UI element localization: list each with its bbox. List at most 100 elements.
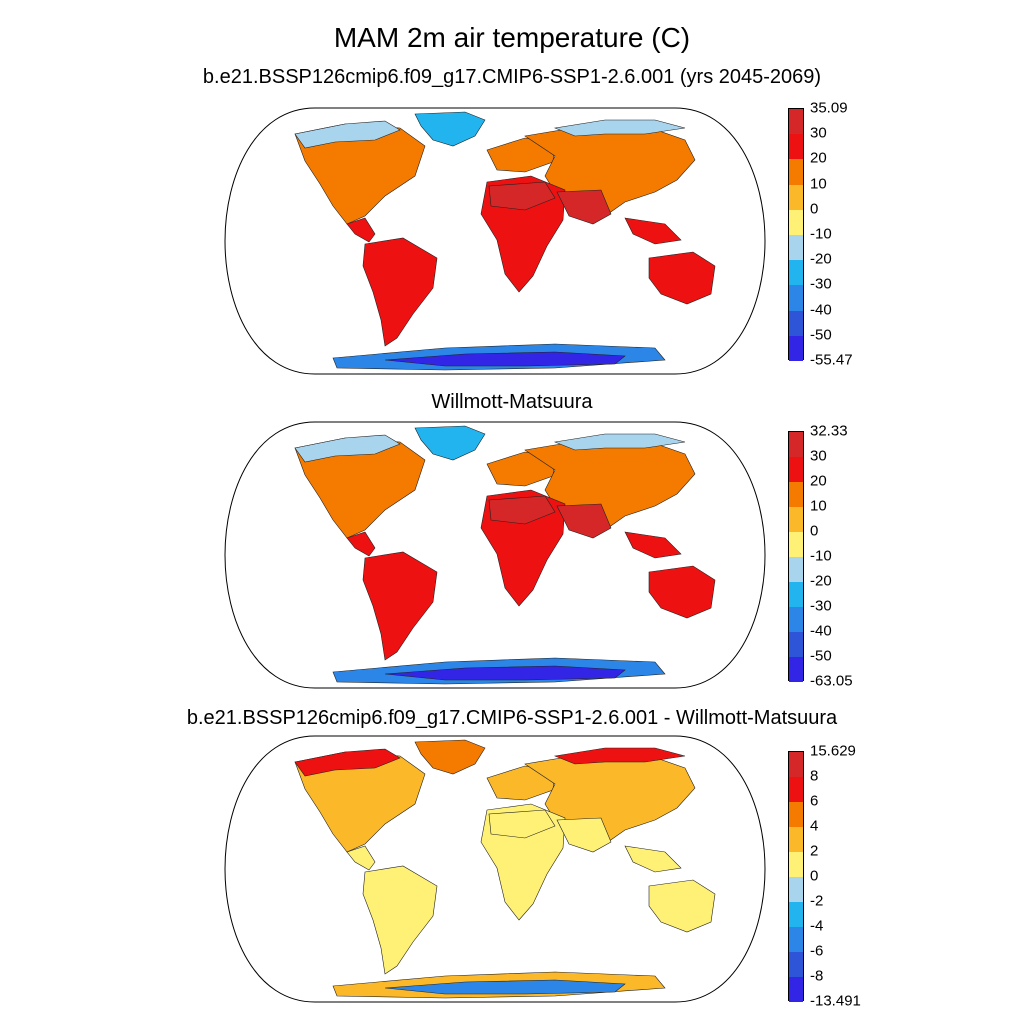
alaska-arctic-region	[294, 120, 401, 149]
colorbar-tick-label: -50	[810, 647, 832, 665]
central-america-region	[346, 217, 376, 243]
arabia-india-region	[556, 817, 612, 853]
colorbar-tick-label: -50	[810, 326, 832, 344]
maritime-asia-region	[624, 845, 682, 873]
maritime-asia-region	[624, 217, 682, 245]
arabia-india-region	[556, 503, 612, 539]
colorbar-swatch	[789, 285, 803, 311]
colorbar-swatch	[789, 482, 803, 507]
colorbar-swatch	[789, 927, 803, 952]
siberia-arctic-region	[553, 119, 686, 137]
colorbar-tick-label: -4	[810, 917, 824, 935]
colorbar-tick-label: -40	[810, 622, 832, 640]
colorbar-tick-label: -30	[810, 275, 832, 293]
colorbar-tick-label: -30	[810, 597, 832, 615]
alaska-arctic-region	[294, 748, 401, 777]
australia-region	[648, 565, 716, 619]
colorbar-tick-label: 2	[810, 842, 819, 860]
greenland-region	[414, 425, 486, 461]
colorbar-tick-label: -10	[810, 225, 832, 243]
colorbar-swatch	[789, 310, 803, 336]
siberia-arctic-region	[553, 747, 686, 765]
colorbar-swatch	[789, 877, 803, 902]
australia-region	[648, 879, 716, 933]
sahara-region	[488, 181, 556, 211]
colorbar-swatch	[789, 432, 803, 457]
panel-3-colorbar: 15.629 8 6 4 2 0 -2 -4 -6 -8 -13.491	[788, 743, 868, 1010]
colorbar-tick-label: -63.05	[810, 672, 853, 690]
central-america-region	[346, 531, 376, 557]
colorbar-swatches	[788, 751, 804, 1002]
colorbar-tick-label: -2	[810, 892, 824, 910]
panel-3-title: b.e21.BSSP126cmip6.f09_g17.CMIP6-SSP1-2.…	[186, 707, 838, 729]
colorbar-tick-label: -8	[810, 967, 824, 985]
colorbar-tick-label: 10	[810, 175, 827, 193]
colorbar-tick-label: 15.629	[810, 742, 856, 760]
sahara-region	[488, 495, 556, 525]
colorbar-swatch	[789, 582, 803, 607]
colorbar-swatch	[789, 532, 803, 557]
colorbar-swatch	[789, 752, 803, 777]
antarctica-core-region	[384, 979, 626, 995]
sahara-region	[488, 809, 556, 839]
colorbar-tick-label: 0	[810, 867, 819, 885]
colorbar-swatch	[789, 260, 803, 286]
colorbar-swatch	[789, 159, 803, 185]
colorbar-tick-label: 20	[810, 472, 827, 490]
colorbar-swatch	[789, 657, 803, 682]
colorbar-swatch	[789, 607, 803, 632]
alaska-arctic-region	[294, 434, 401, 463]
colorbar-swatch	[789, 777, 803, 802]
australia-region	[648, 251, 716, 305]
colorbar-tick-label: 0	[810, 522, 819, 540]
colorbar-swatches	[788, 108, 804, 361]
siberia-arctic-region	[553, 433, 686, 451]
colorbar-swatch	[789, 802, 803, 827]
arabia-india-region	[556, 189, 612, 225]
colorbar-swatch	[789, 827, 803, 852]
colorbar-tick-label: 8	[810, 767, 819, 785]
colorbar-swatch	[789, 902, 803, 927]
colorbar-swatch	[789, 184, 803, 210]
colorbar-swatch	[789, 632, 803, 657]
colorbar-tick-label: -6	[810, 942, 824, 960]
antarctica-core-region	[384, 351, 626, 367]
colorbar-tick-label: 30	[810, 447, 827, 465]
colorbar-swatch	[789, 557, 803, 582]
central-america-region	[346, 845, 376, 871]
colorbar-swatch	[789, 209, 803, 235]
maritime-asia-region	[624, 531, 682, 559]
colorbar-swatch	[789, 852, 803, 877]
colorbar-swatch	[789, 335, 803, 361]
panel-1-colorbar: 35.09 30 20 10 0 -10 -20 -30 -40 -50 -55.47	[788, 100, 868, 369]
panel-2-title: Willmott-Matsuura	[431, 391, 593, 413]
colorbar-swatch	[789, 234, 803, 261]
colorbar-swatch	[789, 109, 803, 135]
colorbar-tick-label: 30	[810, 124, 827, 142]
colorbar-tick-label: 6	[810, 792, 819, 810]
colorbar-tick-label: 4	[810, 817, 819, 835]
antarctica-core-region	[384, 665, 626, 681]
colorbar-swatch	[789, 134, 803, 160]
colorbar-tick-label: 0	[810, 200, 819, 218]
colorbar-tick-label: -20	[810, 250, 832, 268]
panel-1-map	[224, 107, 766, 375]
south-america-region	[362, 237, 438, 347]
colorbar-tick-label: -13.491	[810, 992, 861, 1010]
south-america-region	[362, 551, 438, 661]
colorbar-swatch	[789, 457, 803, 482]
panel-2-map	[224, 421, 766, 689]
south-america-region	[362, 865, 438, 975]
colorbar-swatches	[788, 431, 804, 682]
greenland-region	[414, 111, 486, 147]
panel-3-map	[224, 735, 766, 1003]
panel-1-title: b.e21.BSSP126cmip6.f09_g17.CMIP6-SSP1-2.…	[202, 66, 822, 88]
colorbar-tick-label: -40	[810, 301, 832, 319]
colorbar-tick-label: -55.47	[810, 351, 853, 369]
colorbar-tick-label: -10	[810, 547, 832, 565]
colorbar-tick-label: 32.33	[810, 422, 848, 440]
colorbar-tick-label: 10	[810, 497, 827, 515]
colorbar-swatch	[789, 977, 803, 1002]
panel-2-colorbar: 32.33 30 20 10 0 -10 -20 -30 -40 -50 -63.05	[788, 423, 868, 690]
colorbar-swatch	[789, 507, 803, 532]
